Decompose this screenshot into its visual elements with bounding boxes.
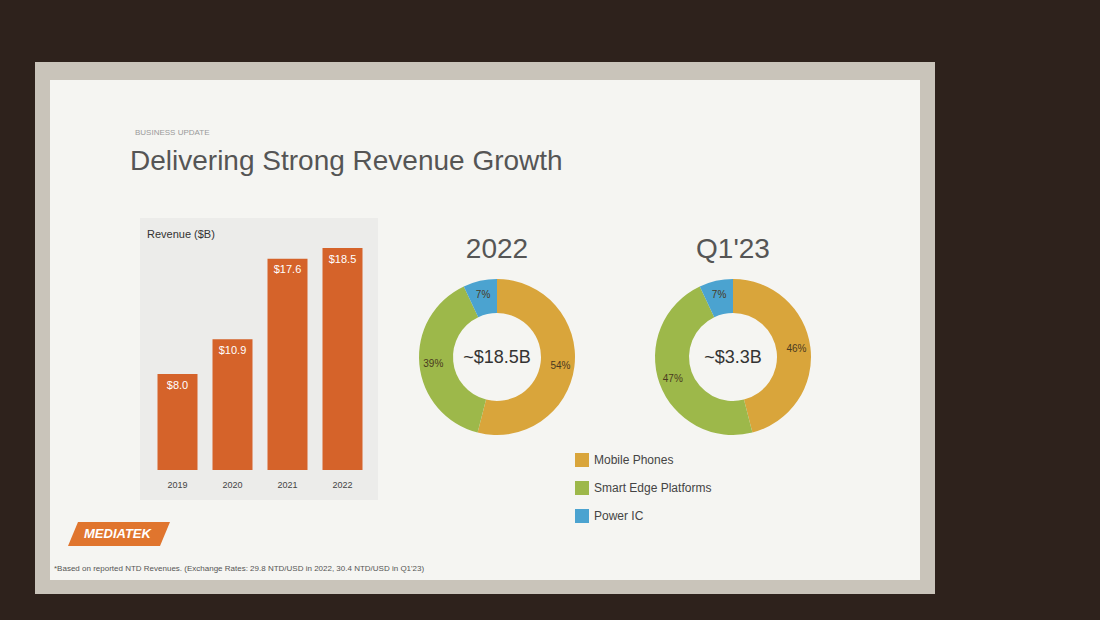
svg-text:7%: 7% — [476, 289, 491, 300]
svg-text:54%: 54% — [550, 360, 570, 371]
svg-text:$17.6: $17.6 — [274, 263, 302, 275]
svg-text:$10.9: $10.9 — [219, 344, 247, 356]
svg-text:Smart Edge Platforms: Smart Edge Platforms — [594, 481, 711, 495]
svg-text:BUSINESS UPDATE: BUSINESS UPDATE — [135, 128, 210, 137]
svg-text:2022: 2022 — [466, 233, 528, 264]
svg-text:~$3.3B: ~$3.3B — [704, 347, 762, 367]
svg-text:2019: 2019 — [167, 480, 187, 490]
svg-text:47%: 47% — [663, 373, 683, 384]
svg-text:Q1'23: Q1'23 — [696, 233, 770, 264]
svg-text:7%: 7% — [712, 289, 727, 300]
svg-text:Power IC: Power IC — [594, 509, 644, 523]
svg-text:*Based on reported NTD Revenue: *Based on reported NTD Revenues. (Exchan… — [54, 564, 424, 573]
svg-text:39%: 39% — [423, 358, 443, 369]
svg-text:$18.5: $18.5 — [329, 253, 357, 265]
svg-text:46%: 46% — [786, 343, 806, 354]
svg-text:~$18.5B: ~$18.5B — [463, 347, 531, 367]
svg-text:MEDIATEK: MEDIATEK — [84, 526, 153, 541]
svg-text:$8.0: $8.0 — [167, 379, 188, 391]
svg-text:Revenue ($B): Revenue ($B) — [147, 228, 215, 240]
svg-text:Mobile Phones: Mobile Phones — [594, 453, 673, 467]
svg-text:2020: 2020 — [222, 480, 242, 490]
svg-text:Delivering Strong Revenue Grow: Delivering Strong Revenue Growth — [130, 145, 563, 176]
svg-text:2021: 2021 — [277, 480, 297, 490]
svg-text:2022: 2022 — [332, 480, 352, 490]
